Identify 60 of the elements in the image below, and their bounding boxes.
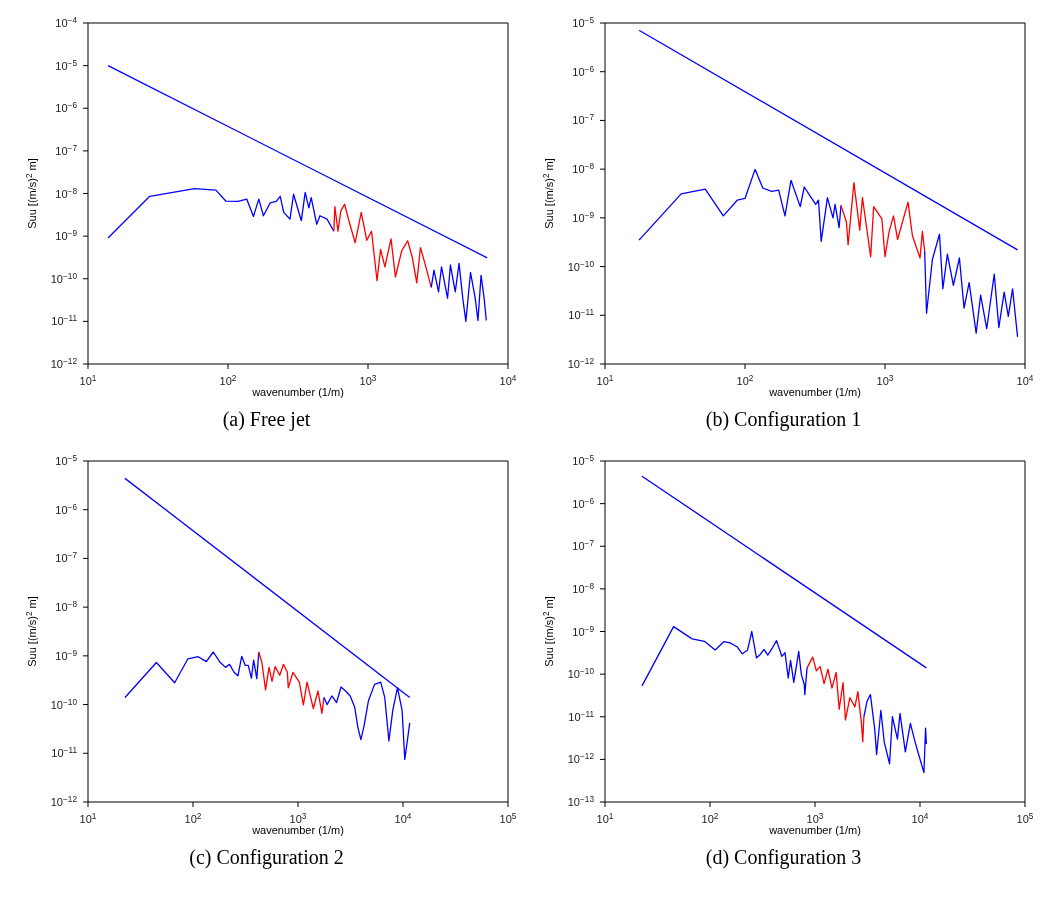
x-axis-title: wavenumber (1/m) [251,386,344,398]
text: (d) Configuration 3 [704,846,863,871]
y-tick-label: 10$^{−10}$ [50,271,78,285]
x-tick-label: 10$^{4}$ [911,811,929,825]
x-axis-title: wavenumber (1/m) [768,386,861,398]
y-tick-label: 10$^{−5}$ [572,453,595,467]
y-tick-label: 10$^{−7}$ [55,550,78,565]
y-tick-label: 10$^{−11}$ [51,313,78,328]
text: (c) Configuration 2 [188,846,345,871]
y-tick-label: 10$^{−4}$ [55,15,78,29]
y-tick-label: 10$^{−8}$ [572,161,595,176]
y-tick-label: 10$^{−8}$ [55,599,78,614]
y-tick-label: 10$^{−12}$ [567,356,595,370]
x-tick-label: 10$^{1}$ [79,373,97,387]
x-tick-label: 10$^{1}$ [596,373,614,387]
y-tick-label: 10$^{−11}$ [568,307,595,322]
y-tick-label: 10$^{−5}$ [55,58,78,72]
y-tick-label: 10$^{−9}$ [572,624,595,638]
x-tick-label: 10$^{1}$ [79,811,97,825]
y-tick-label: 10$^{−10}$ [50,697,78,711]
y-tick-label: 10$^{−8}$ [572,581,595,595]
y-tick-label: 10$^{−8}$ [55,186,78,200]
text: (b) Configuration 1 [704,408,863,433]
x-tick-label: 10$^{1}$ [596,811,614,825]
y-tick-label: 10$^{−5}$ [55,453,78,467]
y-tick-label: 10$^{−9}$ [572,210,595,224]
x-tick-label: 10$^{2}$ [184,811,202,825]
x-tick-label: 10$^{2}$ [701,811,719,825]
y-tick-label: 10$^{−6}$ [572,496,595,510]
y-tick-label: 10$^{−7}$ [55,143,78,157]
y-tick-label: 10$^{−11}$ [568,709,595,723]
y-tick-label: 10$^{−6}$ [572,64,595,78]
x-tick-label: 10$^{3}$ [876,373,894,387]
x-axis-title: wavenumber (1/m) [251,824,344,836]
x-tick-label: 10$^{3}$ [289,811,307,825]
x-tick-label: 10$^{4}$ [1016,373,1034,387]
y-tick-label: 10$^{−12}$ [50,356,78,370]
text: (a) Free jet [221,408,312,433]
y-tick-label: 10$^{−7}$ [572,538,595,553]
y-tick-label: 10$^{−5}$ [572,15,595,29]
x-tick-label: 10$^{5}$ [499,811,517,825]
y-tick-label: 10$^{−10}$ [567,666,595,681]
y-tick-label: 10$^{−12}$ [567,751,595,766]
x-tick-label: 10$^{4}$ [499,373,517,387]
x-tick-label: 10$^{5}$ [1016,811,1034,825]
y-tick-label: 10$^{−9}$ [55,648,78,662]
y-tick-label: 10$^{−11}$ [51,745,78,760]
x-tick-label: 10$^{3}$ [359,373,377,387]
x-tick-label: 10$^{4}$ [394,811,412,825]
x-tick-label: 10$^{2}$ [219,373,237,387]
y-tick-label: 10$^{−7}$ [572,112,595,127]
y-tick-label: 10$^{−6}$ [55,100,78,115]
x-axis-title: wavenumber (1/m) [768,824,861,836]
y-tick-label: 10$^{−10}$ [567,259,595,273]
y-tick-label: 10$^{−6}$ [55,502,78,516]
x-tick-label: 10$^{3}$ [806,811,824,825]
y-tick-label: 10$^{−13}$ [567,794,595,808]
x-tick-label: 10$^{2}$ [736,373,754,387]
y-tick-label: 10$^{−9}$ [55,228,78,243]
y-tick-label: 10$^{−12}$ [50,794,78,808]
